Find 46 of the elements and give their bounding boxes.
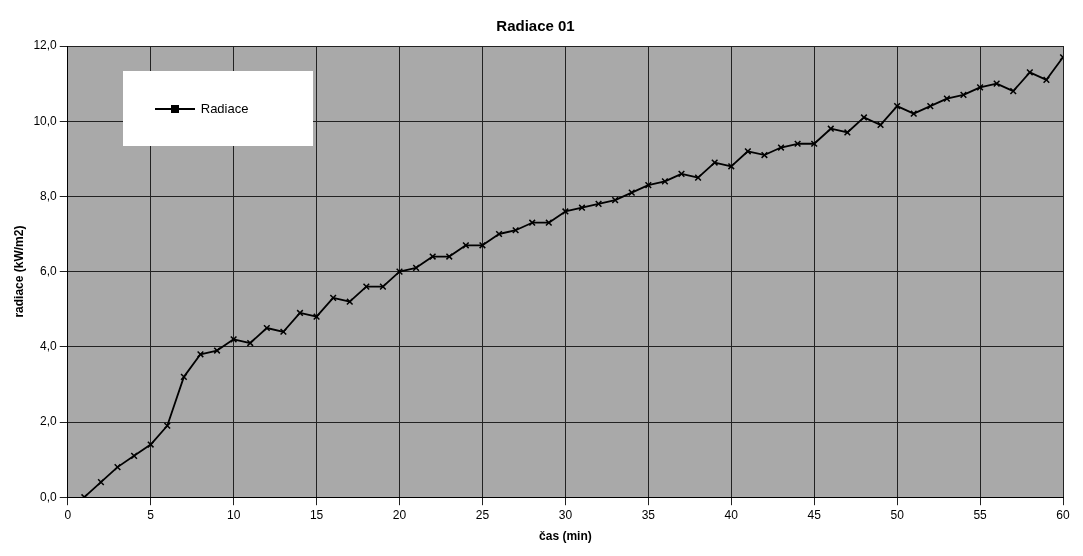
point (113, 463, 122, 471)
point (329, 294, 337, 302)
y-tick-label: 8,0 (40, 188, 58, 203)
point (827, 125, 835, 133)
x-tick-label: 30 (558, 507, 573, 522)
x-tick-label: 60 (1056, 507, 1070, 522)
x-tick-label: 15 (309, 507, 324, 522)
x-tick-label: 40 (724, 507, 739, 522)
point (876, 121, 885, 129)
x-tick-label: 55 (973, 507, 988, 522)
point (860, 113, 868, 122)
point (959, 91, 968, 99)
point (561, 207, 569, 216)
x-tick-label: 45 (807, 507, 822, 522)
point (180, 373, 188, 381)
y-tick-label: 12,0 (33, 38, 58, 53)
y-tick-label: 2,0 (40, 414, 58, 429)
point (993, 80, 1001, 88)
point (727, 162, 735, 170)
point (594, 200, 603, 208)
x-tick-label: 50 (890, 507, 905, 522)
point (163, 422, 171, 430)
point (893, 102, 901, 110)
point (777, 143, 785, 152)
x-tick-label: 25 (475, 507, 490, 522)
y-axis-title: radiace (kW/m2) (11, 225, 26, 318)
x-tick-label: 35 (641, 507, 656, 522)
y-tick-label: 6,0 (40, 263, 58, 278)
point (296, 309, 304, 317)
point (362, 283, 370, 291)
x-tick-label: 20 (392, 507, 407, 522)
point (495, 230, 503, 238)
point (910, 110, 918, 118)
chart-title: Radiace 01 (496, 17, 575, 35)
x-tick-label: 5 (147, 507, 155, 522)
legend-label: Radiace (200, 101, 249, 116)
y-tick-label: 0,0 (40, 489, 58, 504)
legend-box: Radiace (122, 71, 313, 146)
y-tick-label: 4,0 (40, 339, 58, 354)
x-tick-label: 0 (64, 507, 72, 522)
x-axis-title: čas (min) (539, 529, 592, 544)
point (611, 196, 619, 204)
y-tick-label: 10,0 (33, 113, 58, 128)
x-tick-label: 10 (226, 507, 241, 522)
point (213, 346, 221, 355)
point (760, 151, 769, 159)
